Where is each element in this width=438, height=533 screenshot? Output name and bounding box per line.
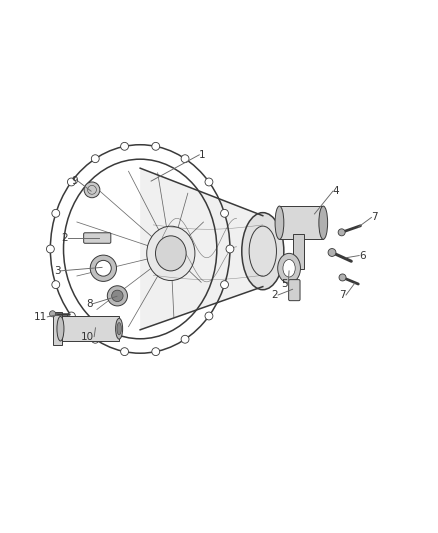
Ellipse shape <box>116 318 123 339</box>
Circle shape <box>221 209 229 217</box>
Text: 8: 8 <box>86 298 93 309</box>
FancyBboxPatch shape <box>279 206 323 239</box>
Text: 11: 11 <box>34 312 47 322</box>
Ellipse shape <box>278 253 300 283</box>
Circle shape <box>91 335 99 343</box>
Ellipse shape <box>319 206 328 239</box>
Text: 10: 10 <box>81 332 94 342</box>
Ellipse shape <box>147 226 195 280</box>
Ellipse shape <box>84 182 100 198</box>
Ellipse shape <box>338 229 345 236</box>
Text: 6: 6 <box>359 251 366 261</box>
Text: 7: 7 <box>339 290 346 300</box>
Ellipse shape <box>112 290 123 302</box>
Ellipse shape <box>90 255 117 281</box>
Circle shape <box>226 245 234 253</box>
FancyBboxPatch shape <box>293 233 304 269</box>
Circle shape <box>181 155 189 163</box>
FancyBboxPatch shape <box>60 317 119 341</box>
Ellipse shape <box>95 260 111 276</box>
Circle shape <box>221 281 229 288</box>
Circle shape <box>205 312 213 320</box>
Polygon shape <box>140 168 263 330</box>
Circle shape <box>67 312 75 320</box>
Circle shape <box>120 348 128 356</box>
Circle shape <box>46 245 54 253</box>
Text: 7: 7 <box>371 213 378 222</box>
Text: 3: 3 <box>54 266 60 276</box>
Ellipse shape <box>117 322 121 335</box>
Ellipse shape <box>283 260 295 277</box>
Text: 2: 2 <box>61 233 68 243</box>
FancyBboxPatch shape <box>84 233 111 243</box>
Ellipse shape <box>107 286 127 306</box>
FancyBboxPatch shape <box>289 280 300 301</box>
Ellipse shape <box>57 317 64 341</box>
Text: 4: 4 <box>333 186 339 196</box>
Ellipse shape <box>242 213 284 290</box>
Text: 2: 2 <box>272 290 278 300</box>
Text: 5: 5 <box>282 279 288 289</box>
Circle shape <box>181 335 189 343</box>
Circle shape <box>120 142 128 150</box>
Circle shape <box>92 155 99 163</box>
Ellipse shape <box>155 236 186 271</box>
Ellipse shape <box>328 248 336 256</box>
Ellipse shape <box>49 311 56 317</box>
Circle shape <box>152 142 160 150</box>
Circle shape <box>52 209 60 217</box>
Ellipse shape <box>275 206 284 239</box>
Circle shape <box>152 348 160 356</box>
FancyBboxPatch shape <box>53 312 62 345</box>
Text: 9: 9 <box>71 176 78 186</box>
Circle shape <box>205 178 213 186</box>
Text: 1: 1 <box>199 150 206 160</box>
Circle shape <box>52 281 60 288</box>
Circle shape <box>67 178 75 186</box>
Ellipse shape <box>339 274 346 281</box>
